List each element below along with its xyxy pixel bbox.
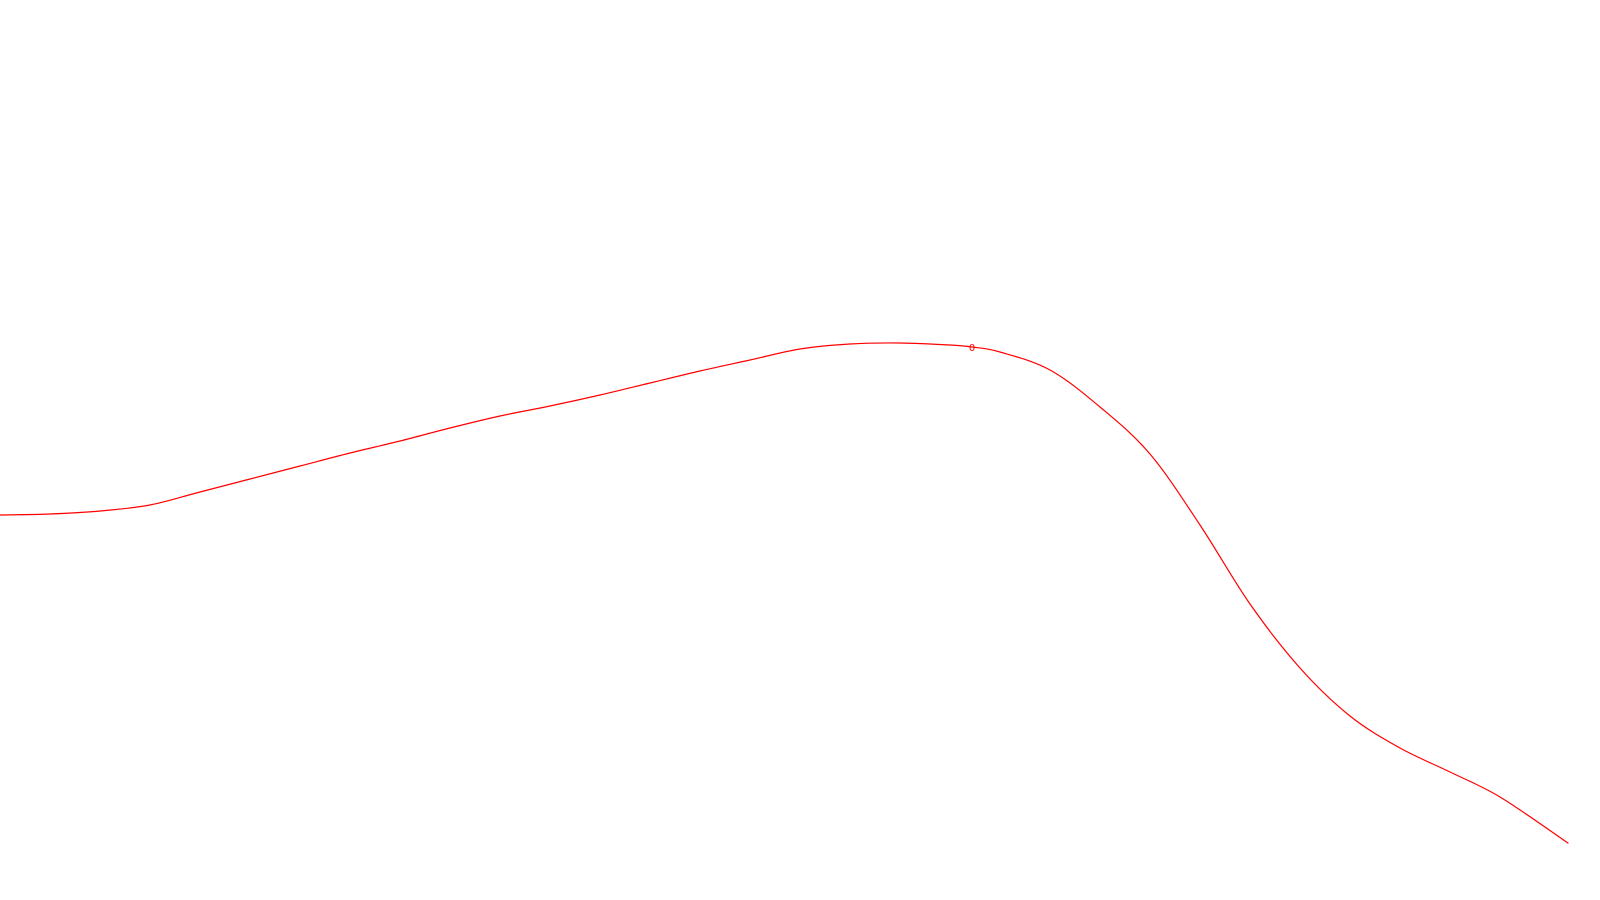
- point-label: 0: [969, 343, 975, 354]
- series-line: [0, 342, 1569, 844]
- series-layer: 0: [0, 342, 1569, 844]
